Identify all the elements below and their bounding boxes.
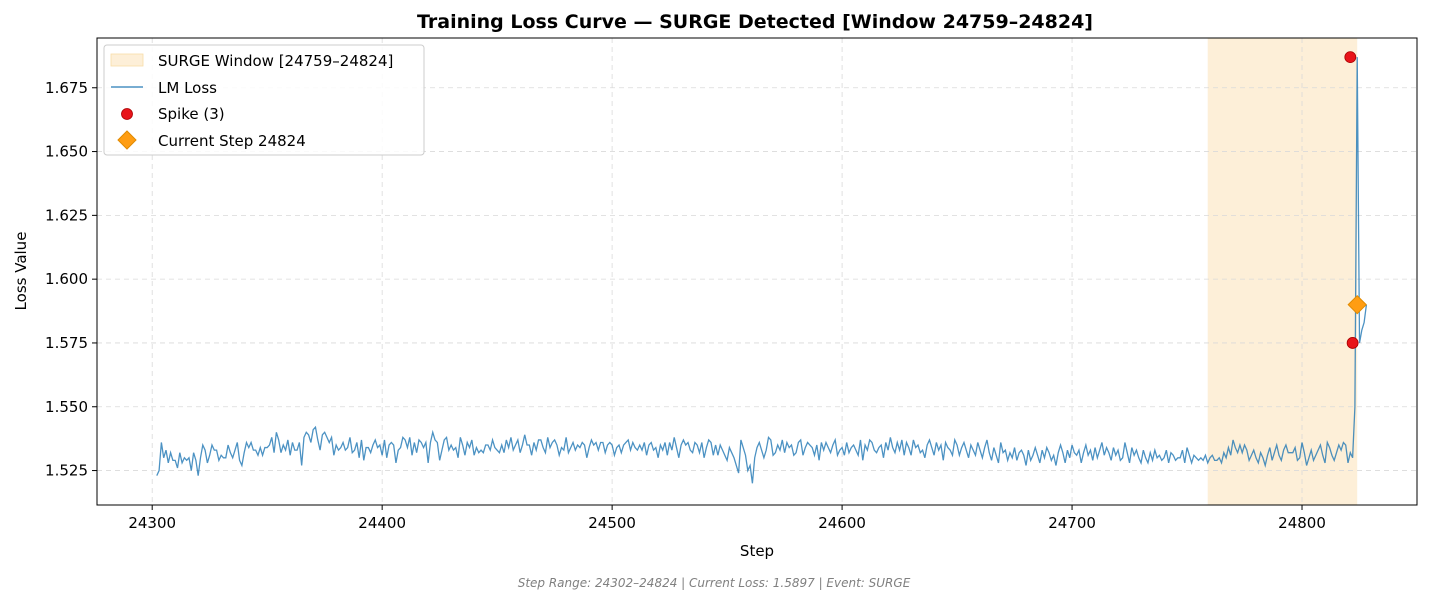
spike-point xyxy=(1346,337,1359,349)
current-step-marker xyxy=(1347,294,1367,315)
plot-frame xyxy=(96,37,1418,506)
x-tick-label: 24600 xyxy=(818,514,866,532)
legend-box xyxy=(103,44,425,156)
legend-swatch-spike xyxy=(121,108,133,120)
loss-series-line xyxy=(156,57,1368,484)
y-tick-label: 1.525 xyxy=(45,462,88,480)
y-tick-label: 1.575 xyxy=(45,334,88,352)
x-tick-label: 24800 xyxy=(1278,514,1326,532)
legend-label-window: SURGE Window [24759–24824] xyxy=(158,52,393,70)
y-axis-label: Loss Value xyxy=(12,232,30,311)
legend-label-spike: Spike (3) xyxy=(158,105,225,123)
spike-markers xyxy=(1344,51,1359,349)
legend-label-line: LM Loss xyxy=(158,79,217,97)
y-tick-label: 1.550 xyxy=(45,398,88,416)
legend: SURGE Window [24759–24824] LM Loss Spike… xyxy=(103,44,425,156)
y-tick-label: 1.650 xyxy=(45,143,88,161)
footer-note: Step Range: 24302–24824 | Current Loss: … xyxy=(518,576,911,590)
x-tick-label: 24700 xyxy=(1048,514,1096,532)
y-axis-ticks: 1.525 1.550 1.575 1.600 1.625 1.650 1.675 xyxy=(45,79,97,480)
x-axis-label: Step xyxy=(740,542,774,560)
chart-title: Training Loss Curve — SURGE Detected [Wi… xyxy=(417,11,1093,33)
legend-swatch-window xyxy=(110,53,144,67)
y-tick-label: 1.625 xyxy=(45,206,88,224)
x-axis-ticks: 24300 24400 24500 24600 24700 24800 xyxy=(128,505,1326,532)
legend-swatch-current xyxy=(117,130,137,150)
y-tick-label: 1.675 xyxy=(45,79,88,97)
x-tick-label: 24500 xyxy=(588,514,636,532)
y-tick-label: 1.600 xyxy=(45,270,88,288)
legend-label-current: Current Step 24824 xyxy=(158,132,306,150)
x-tick-label: 24300 xyxy=(128,514,176,532)
x-tick-label: 24400 xyxy=(358,514,406,532)
surge-window xyxy=(1207,38,1358,505)
spike-point xyxy=(1344,51,1357,64)
